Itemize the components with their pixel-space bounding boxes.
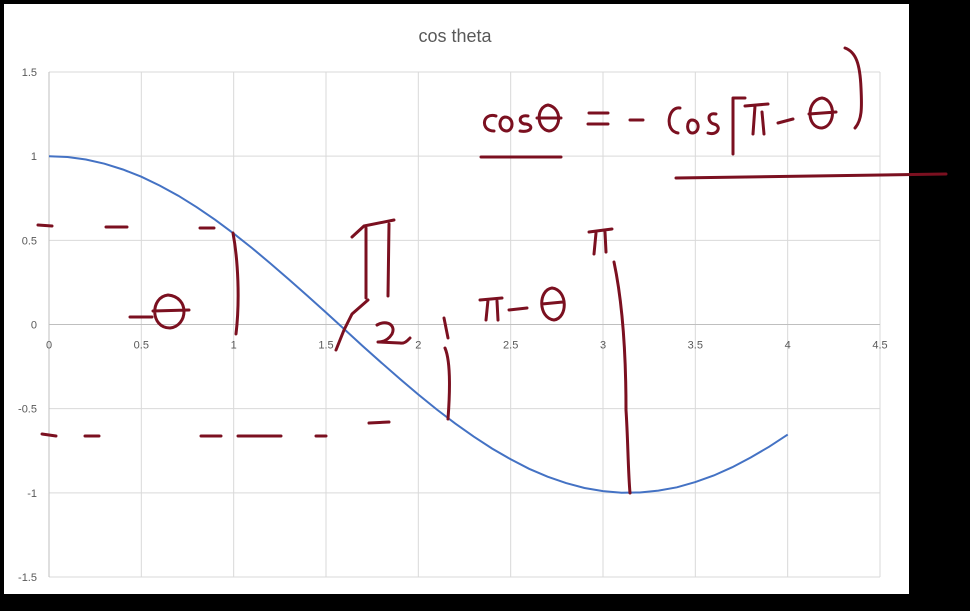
- ink-label-fraction: [334, 298, 370, 352]
- chart-title: cos theta: [418, 26, 492, 46]
- ink-label-pi-top: [587, 227, 614, 256]
- y-tick-label: 1: [31, 151, 37, 163]
- y-tick-label: -0.5: [18, 404, 37, 416]
- axes: [48, 72, 880, 577]
- tick-labels: 0 0.5 1 1.5 2 2.5 3 3.5 4 4.5 1.5 1 0.5 0 -0.5 -1 -1.5: [18, 67, 888, 584]
- y-tick-label: 1.5: [22, 67, 37, 79]
- y-tick-label: -1.5: [18, 572, 37, 584]
- x-tick-label: 3: [600, 340, 606, 352]
- ink-formula-paren-open: [731, 96, 747, 156]
- ink-label-theta: [128, 293, 191, 330]
- chart-background: [4, 4, 909, 594]
- handwritten-annotations: [36, 46, 948, 495]
- ink-dash-lower: [40, 420, 391, 438]
- x-tick-label: 2.5: [503, 340, 518, 352]
- ink-label-pi: [350, 218, 396, 300]
- ink-formula-theta2: [807, 96, 838, 130]
- ink-vertical-theta: [231, 231, 240, 336]
- ink-dash-upper: [36, 223, 216, 230]
- ink-vertical-pi: [612, 260, 632, 495]
- y-tick-label: 0: [31, 320, 37, 332]
- x-tick-label: 0: [46, 340, 52, 352]
- ink-long-line: [674, 172, 948, 180]
- x-tick-label: 4: [785, 340, 791, 352]
- x-tick-label: 2: [415, 340, 421, 352]
- ink-formula-theta: [535, 103, 563, 133]
- x-tick-label: 1.5: [318, 340, 333, 352]
- ink-vertical-right: [442, 316, 452, 421]
- ink-label-two: [375, 321, 412, 345]
- ink-formula-equals: [586, 111, 610, 126]
- ink-formula-Cos: [667, 106, 720, 136]
- ink-label-pi-minus-theta: [478, 286, 566, 322]
- y-tick-label: -1: [27, 488, 37, 500]
- x-tick-label: 3.5: [688, 340, 703, 352]
- y-tick-label: 0.5: [22, 235, 37, 247]
- x-tick-label: 4.5: [872, 340, 887, 352]
- ink-formula-pi: [743, 102, 770, 136]
- series-line-0: [48, 155, 789, 494]
- series-layer: [48, 155, 789, 494]
- ink-formula-minus2: [776, 117, 795, 125]
- ink-formula-cos: [483, 114, 533, 133]
- x-tick-label: 0.5: [134, 340, 149, 352]
- x-tick-label: 1: [231, 340, 237, 352]
- ink-formula-paren-close: [843, 46, 863, 130]
